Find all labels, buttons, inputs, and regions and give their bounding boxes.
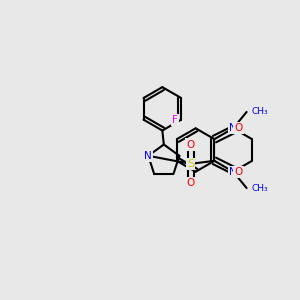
Text: N: N — [229, 167, 237, 177]
Text: O: O — [234, 167, 243, 177]
Text: S: S — [187, 159, 194, 169]
Text: O: O — [186, 178, 195, 188]
Text: CH₃: CH₃ — [251, 107, 268, 116]
Text: N: N — [229, 123, 237, 133]
Text: O: O — [234, 123, 243, 133]
Text: N: N — [144, 151, 152, 161]
Text: O: O — [186, 140, 195, 149]
Text: CH₃: CH₃ — [251, 184, 268, 193]
Text: F: F — [172, 115, 178, 125]
